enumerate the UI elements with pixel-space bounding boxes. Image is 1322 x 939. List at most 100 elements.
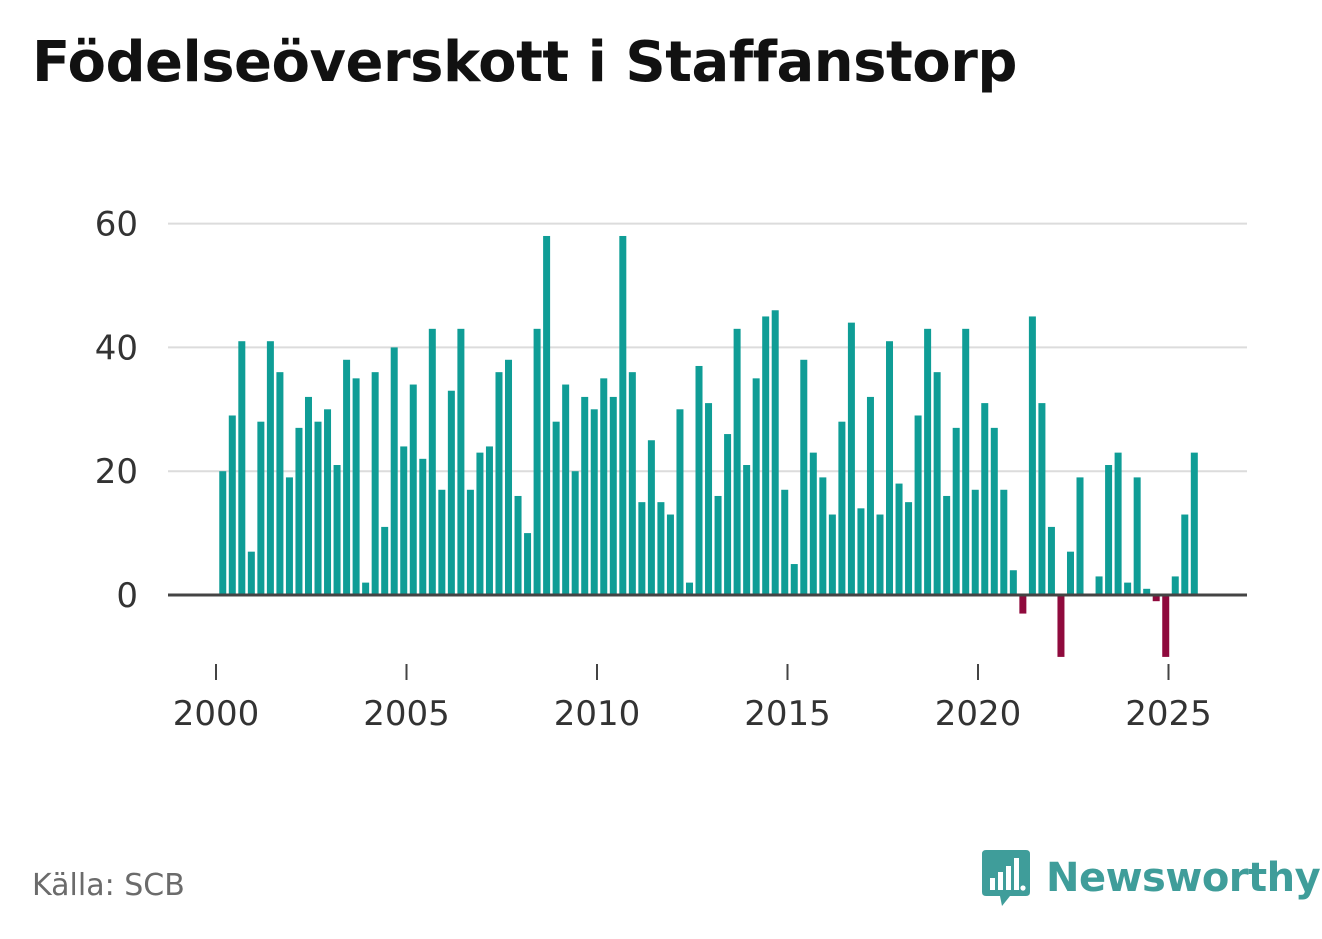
bar: [447, 390, 455, 595]
bar: [609, 396, 617, 595]
bar: [733, 328, 741, 595]
bar: [1162, 595, 1170, 657]
bar: [524, 533, 532, 595]
x-tick-label: 2015: [744, 694, 831, 734]
y-tick-label: 40: [95, 328, 138, 368]
bar: [695, 365, 703, 595]
bar: [905, 502, 913, 595]
bar: [1009, 570, 1017, 595]
bar: [933, 372, 941, 595]
bar: [343, 359, 351, 595]
bar: [790, 564, 798, 595]
bar: [1057, 595, 1065, 657]
bar: [562, 384, 570, 595]
bar: [952, 427, 960, 595]
x-tick-label: 2020: [935, 694, 1022, 734]
bar: [762, 316, 770, 595]
bar: [857, 508, 865, 595]
bar: [962, 328, 970, 595]
bar: [1143, 588, 1151, 595]
bar: [819, 477, 827, 595]
bar: [466, 489, 474, 595]
bar: [781, 489, 789, 595]
bar: [1028, 316, 1036, 595]
bar: [943, 495, 951, 595]
bar: [400, 446, 408, 595]
bar: [1190, 452, 1198, 595]
bar: [543, 235, 551, 596]
bar: [714, 495, 722, 595]
bar: [238, 341, 246, 595]
bar: [362, 582, 370, 595]
bar: [1133, 477, 1141, 595]
bar: [276, 372, 284, 595]
bar: [352, 378, 360, 595]
bar: [685, 582, 693, 595]
bar: [1047, 526, 1055, 595]
bar: [600, 378, 608, 595]
bar: [304, 396, 312, 595]
bar: [771, 310, 779, 595]
bar: [381, 526, 389, 595]
bar: [228, 415, 236, 595]
bar: [981, 403, 989, 595]
bar: [457, 328, 465, 595]
bar: [828, 514, 836, 595]
bar: [914, 415, 922, 595]
bar: [752, 378, 760, 595]
bar: [485, 446, 493, 595]
newsworthy-logo[interactable]: Newsworthy: [980, 848, 1321, 908]
bar: [1038, 403, 1046, 595]
x-tick-label: 2005: [363, 694, 450, 734]
brand-name: Newsworthy: [1046, 855, 1321, 901]
bar: [619, 235, 627, 596]
bar: [571, 471, 579, 595]
bar: [705, 403, 713, 595]
bar: [1171, 576, 1179, 595]
bar: [838, 421, 846, 595]
bar: [886, 341, 894, 595]
bar: [247, 551, 255, 595]
y-tick-label: 20: [95, 452, 138, 492]
bar: [724, 434, 732, 595]
bar: [1105, 465, 1113, 595]
bar: [647, 440, 655, 595]
bar: [324, 409, 332, 595]
bar: [847, 322, 855, 595]
bar: [1114, 452, 1122, 595]
bar: [390, 347, 398, 595]
y-axis-tick-labels: 0 20 40 60: [95, 205, 138, 616]
chart-title: Födelseöverskott i Staffanstorp: [32, 30, 1017, 95]
newsworthy-icon: [982, 850, 1030, 906]
bar: [419, 458, 427, 595]
bar: [314, 421, 322, 595]
bar: [428, 328, 436, 595]
bar-chart: 0 20 40 60 2000 2005 2010 2015 2020 2025: [95, 205, 1247, 734]
bar: [266, 341, 274, 595]
bar: [1000, 489, 1008, 595]
bar: [1124, 582, 1132, 595]
bar: [1152, 595, 1160, 602]
bar: [219, 471, 227, 595]
bar: [495, 372, 503, 595]
bar: [666, 514, 674, 595]
bar: [333, 465, 341, 595]
bar: [866, 396, 874, 595]
bar: [285, 477, 293, 595]
bar: [409, 384, 417, 595]
bar: [638, 502, 646, 595]
bar: [371, 372, 379, 595]
bar: [971, 489, 979, 595]
bar: [581, 396, 589, 595]
bar: [1095, 576, 1103, 595]
y-tick-label: 60: [95, 205, 138, 245]
bar: [552, 421, 560, 595]
bar: [505, 359, 513, 595]
bar: [743, 465, 751, 595]
bar: [990, 427, 998, 595]
x-tick-label: 2010: [554, 694, 641, 734]
bars: [219, 235, 1198, 657]
bar: [657, 502, 665, 595]
bar: [257, 421, 265, 595]
x-axis: 2000 2005 2010 2015 2020 2025: [173, 664, 1212, 734]
